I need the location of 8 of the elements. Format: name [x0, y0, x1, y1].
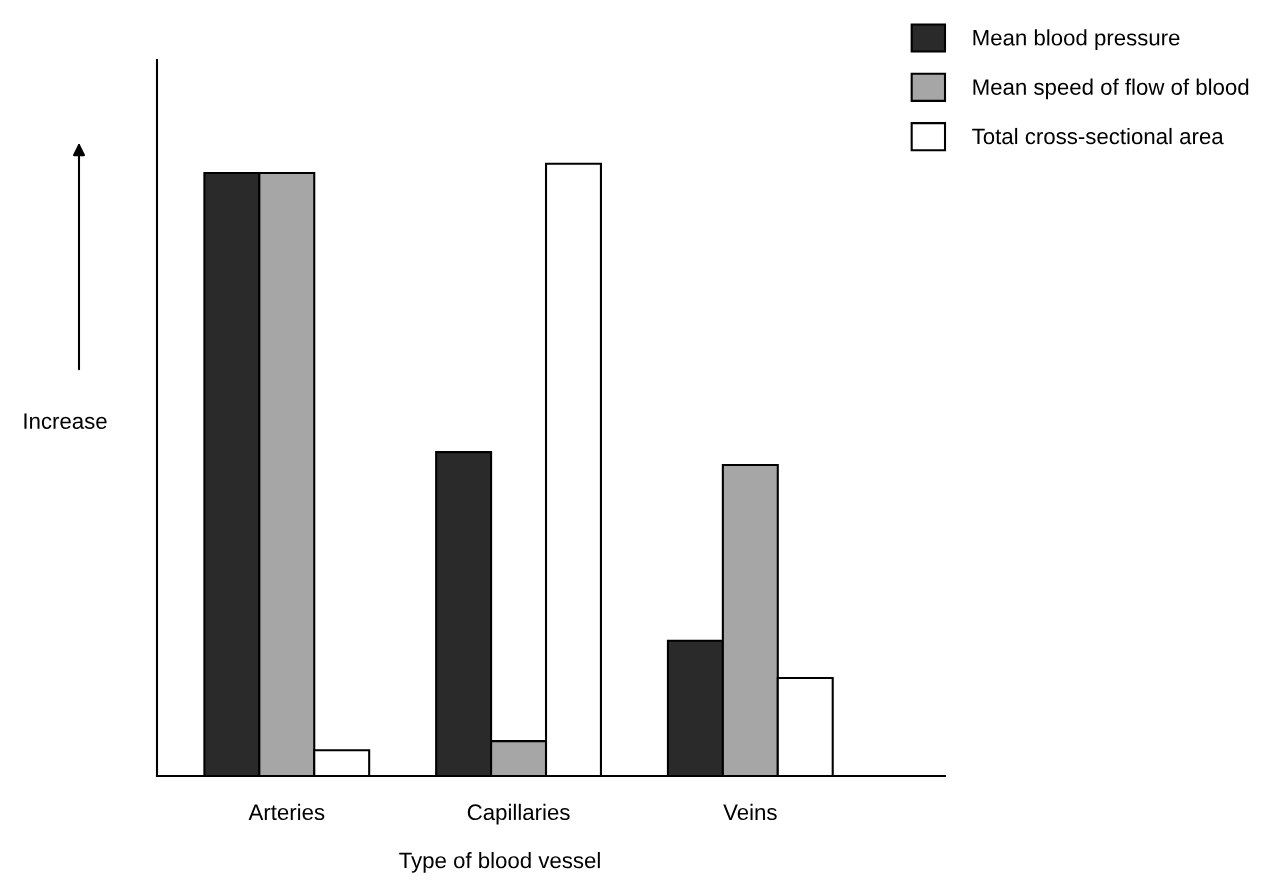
y-axis-title: Increase — [24, 413, 107, 429]
x-axis-title: Type of blood vessel — [399, 852, 600, 873]
legend-label: Mean speed of flow of blood — [973, 78, 1249, 100]
legend-label: Mean blood pressure — [973, 29, 1180, 50]
legend-label: Total cross-sectional area — [972, 127, 1224, 145]
x-tick-label: Veins — [723, 803, 777, 821]
x-tick-label: Arteries — [248, 803, 325, 821]
x-tick-label: Capillaries — [467, 803, 570, 825]
